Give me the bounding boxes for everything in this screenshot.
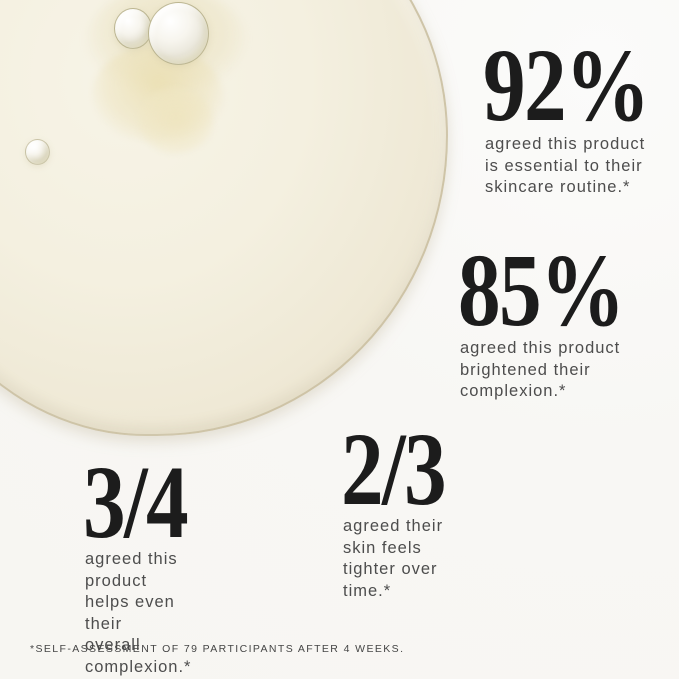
stat-value: 85% xyxy=(458,233,625,348)
stat-skin-tighter: 2/3 agreed their skin feels tighter over… xyxy=(341,412,468,600)
stat-even-complexion: 3/4 agreed this product helps even their… xyxy=(83,445,210,676)
stat-value: 92% xyxy=(483,28,650,143)
air-bubble-large xyxy=(148,2,209,65)
air-bubble-small xyxy=(114,8,152,49)
stat-brightened-complexion: 85% agreed this product brightened their… xyxy=(458,233,660,401)
stat-value: 3/4 xyxy=(83,445,189,560)
stat-description: agreed their skin feels tighter over tim… xyxy=(343,517,444,600)
serum-splash-drip xyxy=(138,88,214,154)
stat-description: agreed this product is essential to thei… xyxy=(485,135,646,196)
stat-description: agreed this product brightened their com… xyxy=(460,339,621,400)
footnote-disclaimer: *SELF-ASSESSMENT OF 79 PARTICIPANTS AFTE… xyxy=(30,643,405,655)
air-bubble-tiny xyxy=(25,139,50,165)
stat-description: agreed this product helps even their ove… xyxy=(85,550,192,676)
stat-essential-routine: 92% agreed this product is essential to … xyxy=(483,28,679,197)
stat-value: 2/3 xyxy=(341,412,447,527)
